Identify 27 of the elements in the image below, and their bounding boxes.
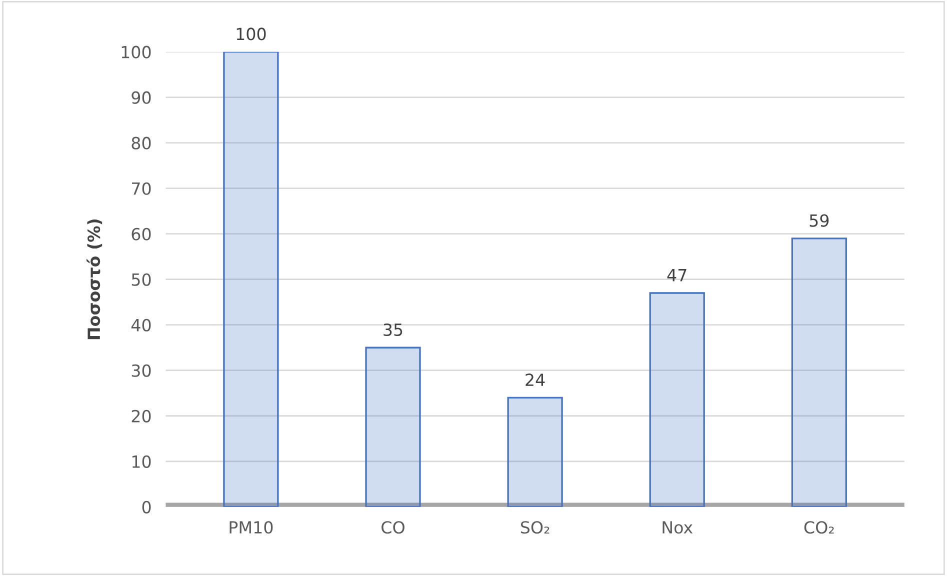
y-tick-label: 80 xyxy=(132,136,151,150)
y-axis-title: Ποσοστό (%) xyxy=(86,219,102,340)
y-tick-label: 10 xyxy=(132,455,151,468)
data-label: 59 xyxy=(810,214,829,227)
y-tick-label: 50 xyxy=(132,273,151,286)
y-tick-label: 20 xyxy=(132,410,151,422)
bar xyxy=(223,52,279,507)
bar xyxy=(649,292,705,507)
y-tick-label: 60 xyxy=(132,228,151,240)
x-tick-label: CO xyxy=(382,521,404,534)
bar xyxy=(507,396,563,507)
data-label: 35 xyxy=(384,323,402,336)
bar xyxy=(365,346,421,507)
x-tick-label: Nox xyxy=(662,521,693,534)
data-label: 100 xyxy=(236,28,266,40)
y-tick-label: 100 xyxy=(122,46,151,58)
y-tick-label: 70 xyxy=(132,182,151,195)
x-tick-label: PM10 xyxy=(230,521,273,534)
x-tick-label: SO₂ xyxy=(520,521,550,534)
bar xyxy=(791,238,847,507)
data-label: 24 xyxy=(526,374,545,386)
y-tick-label: 0 xyxy=(142,500,151,514)
y-tick-label: 90 xyxy=(132,91,151,104)
y-tick-label: 30 xyxy=(132,364,151,377)
x-tick-label: CO₂ xyxy=(804,521,834,534)
y-tick-label: 40 xyxy=(131,318,151,332)
data-label: 47 xyxy=(667,269,686,282)
